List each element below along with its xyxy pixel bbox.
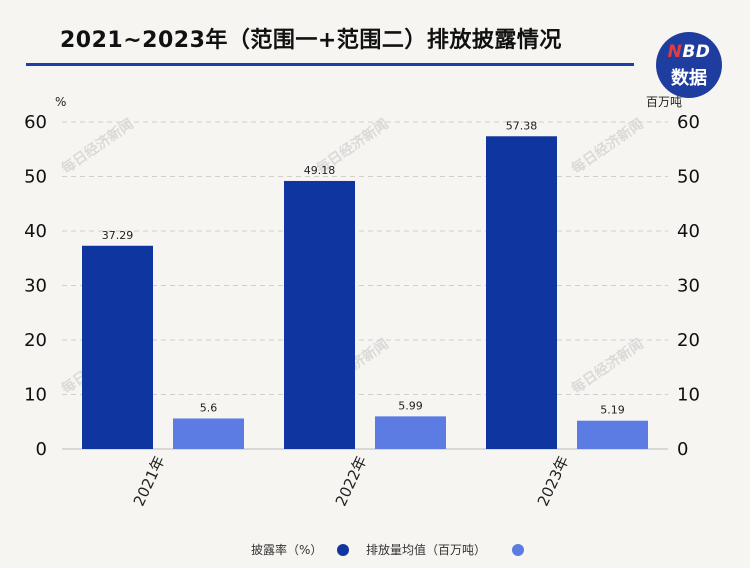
watermark-2: 每日经济新闻: [568, 115, 647, 177]
bar-emission-2: [577, 420, 648, 449]
gridlines: [62, 121, 668, 395]
right-tick-label-40: 40: [677, 221, 700, 242]
watermark-0: 每日经济新闻: [58, 115, 137, 177]
left-axis-ticks: 0 10 20 30 40 50 60: [24, 112, 47, 460]
logo-bottom-text: 数据: [671, 68, 707, 89]
bar-emission-1: [375, 416, 446, 449]
right-tick-label-20: 20: [677, 330, 700, 351]
nbd-logo: NBD 数据: [656, 32, 722, 98]
left-tick-label-30: 30: [24, 276, 47, 297]
left-tick-label-20: 20: [24, 330, 47, 351]
right-tick-label-0: 0: [677, 439, 688, 460]
right-tick-label-10: 10: [677, 385, 700, 406]
right-tick-label-50: 50: [677, 167, 700, 188]
data-label-emission-1: 5.99: [398, 399, 423, 412]
data-label-disclosure-1: 49.18: [304, 164, 336, 177]
category-label-1: 2022年: [332, 453, 371, 509]
bars: 37.29 5.6 49.18 5.99 57.38 5.19: [82, 119, 648, 450]
logo-top-text: NBD: [667, 42, 711, 62]
right-axis-ticks: 0 10 20 30 40 50 60: [677, 112, 700, 460]
bar-disclosure-0: [82, 245, 153, 449]
right-axis-unit: 百万吨: [646, 95, 682, 109]
left-tick-label-0: 0: [36, 439, 47, 460]
right-tick-label-60: 60: [677, 112, 700, 133]
bar-disclosure-1: [284, 180, 355, 449]
legend-marker-disclosure: [337, 544, 349, 556]
right-tick-label-30: 30: [677, 276, 700, 297]
bar-emission-0: [173, 418, 244, 449]
legend-label-emission: 排放量均值（百万吨）: [366, 542, 486, 557]
left-tick-label-10: 10: [24, 385, 47, 406]
left-tick-label-50: 50: [24, 167, 47, 188]
data-label-emission-2: 5.19: [600, 404, 625, 417]
watermark-5: 每日经济新闻: [568, 335, 647, 397]
legend-label-disclosure: 披露率（%）: [251, 542, 322, 557]
chart-title: 2021~2023年（范围一+范围二）排放披露情况: [60, 28, 562, 53]
bar-disclosure-2: [486, 136, 557, 450]
left-tick-label-40: 40: [24, 221, 47, 242]
data-label-disclosure-2: 57.38: [506, 119, 538, 132]
category-label-2: 2023年: [534, 453, 573, 509]
legend-marker-emission: [512, 544, 524, 556]
title-underline: [26, 63, 634, 66]
data-label-disclosure-0: 37.29: [102, 229, 134, 242]
category-label-0: 2021年: [130, 453, 169, 509]
data-label-emission-0: 5.6: [200, 401, 218, 414]
legend: 披露率（%） 排放量均值（百万吨）: [251, 542, 524, 557]
category-labels: 2021年 2022年 2023年: [130, 453, 573, 509]
left-tick-label-60: 60: [24, 112, 47, 133]
left-axis-unit: %: [55, 95, 66, 109]
